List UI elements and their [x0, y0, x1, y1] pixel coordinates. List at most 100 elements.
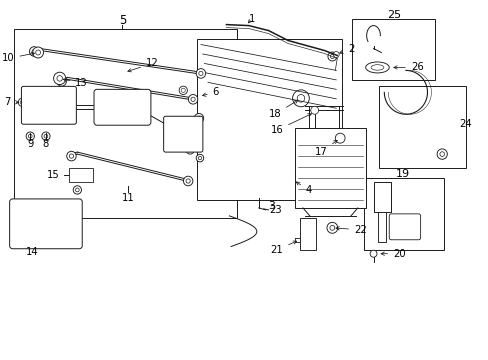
Circle shape [329, 225, 334, 230]
Text: 14: 14 [26, 247, 39, 257]
Circle shape [60, 79, 63, 84]
Text: 12: 12 [127, 58, 159, 72]
Circle shape [330, 54, 334, 58]
Circle shape [178, 129, 187, 138]
FancyBboxPatch shape [388, 214, 420, 240]
Circle shape [57, 77, 66, 86]
Circle shape [179, 86, 187, 95]
Circle shape [26, 132, 34, 140]
Circle shape [173, 141, 181, 149]
Ellipse shape [365, 62, 388, 73]
Bar [379, 86, 465, 168]
Circle shape [67, 220, 75, 228]
Circle shape [83, 171, 91, 179]
Circle shape [75, 188, 79, 192]
FancyBboxPatch shape [10, 199, 82, 249]
Text: 18: 18 [268, 100, 297, 119]
Circle shape [100, 100, 113, 114]
Circle shape [72, 171, 79, 179]
Circle shape [175, 143, 179, 147]
Circle shape [183, 176, 192, 186]
Bar [363, 178, 443, 250]
Text: 22: 22 [335, 225, 366, 235]
Circle shape [135, 104, 141, 110]
Circle shape [29, 47, 39, 56]
Circle shape [198, 156, 201, 160]
Text: 26: 26 [393, 62, 423, 72]
Circle shape [335, 133, 345, 143]
Bar [69, 168, 93, 182]
Text: 10: 10 [2, 52, 35, 63]
Circle shape [188, 148, 191, 152]
Text: 2: 2 [339, 44, 354, 54]
Ellipse shape [370, 65, 383, 70]
FancyBboxPatch shape [21, 86, 76, 124]
Bar [351, 19, 434, 80]
Circle shape [73, 186, 81, 194]
Text: 3: 3 [267, 201, 274, 211]
Circle shape [20, 100, 24, 104]
Text: 4: 4 [296, 182, 311, 195]
Circle shape [326, 222, 337, 233]
Circle shape [199, 71, 203, 76]
Circle shape [36, 50, 41, 55]
Circle shape [32, 49, 36, 54]
FancyBboxPatch shape [94, 89, 151, 125]
Text: 8: 8 [43, 139, 49, 149]
Text: 15: 15 [47, 170, 60, 180]
Text: 1: 1 [248, 14, 255, 24]
Circle shape [439, 152, 444, 157]
Text: 17: 17 [314, 140, 337, 157]
Text: 24: 24 [458, 119, 470, 129]
Bar [197, 39, 342, 200]
Text: 20: 20 [380, 249, 405, 259]
Circle shape [327, 52, 336, 61]
Circle shape [190, 97, 195, 102]
Circle shape [310, 106, 318, 114]
Circle shape [42, 132, 50, 140]
Circle shape [131, 100, 145, 114]
Text: 6: 6 [202, 87, 219, 97]
Bar [294, 128, 365, 208]
Circle shape [196, 69, 205, 78]
Text: 7: 7 [4, 97, 19, 107]
Circle shape [333, 51, 339, 58]
Circle shape [181, 131, 185, 135]
Bar [373, 182, 390, 212]
Circle shape [188, 95, 197, 104]
Circle shape [297, 95, 304, 102]
Circle shape [186, 146, 194, 154]
Circle shape [181, 88, 185, 93]
Circle shape [63, 216, 79, 232]
Circle shape [436, 149, 447, 159]
Text: 19: 19 [395, 169, 409, 179]
Circle shape [369, 250, 376, 257]
Circle shape [66, 151, 76, 161]
Circle shape [28, 134, 32, 138]
Circle shape [69, 154, 73, 158]
Circle shape [18, 98, 26, 107]
Circle shape [33, 47, 43, 58]
Circle shape [194, 113, 203, 123]
Text: 21: 21 [270, 241, 296, 255]
Circle shape [103, 104, 109, 110]
Circle shape [185, 179, 190, 183]
Text: 9: 9 [27, 139, 33, 149]
Circle shape [292, 90, 309, 107]
Text: 5: 5 [119, 14, 126, 27]
Bar [378, 212, 386, 242]
Bar [14, 28, 237, 218]
Circle shape [171, 132, 176, 137]
Circle shape [44, 134, 48, 138]
Text: 23: 23 [268, 205, 281, 215]
Text: 16: 16 [270, 114, 311, 135]
FancyBboxPatch shape [163, 116, 203, 152]
Text: 13: 13 [63, 78, 88, 88]
Circle shape [167, 128, 179, 140]
Circle shape [57, 76, 62, 81]
Text: 25: 25 [386, 10, 400, 20]
Circle shape [197, 116, 201, 120]
Text: 11: 11 [122, 193, 134, 203]
Circle shape [196, 154, 203, 162]
Circle shape [54, 72, 65, 85]
